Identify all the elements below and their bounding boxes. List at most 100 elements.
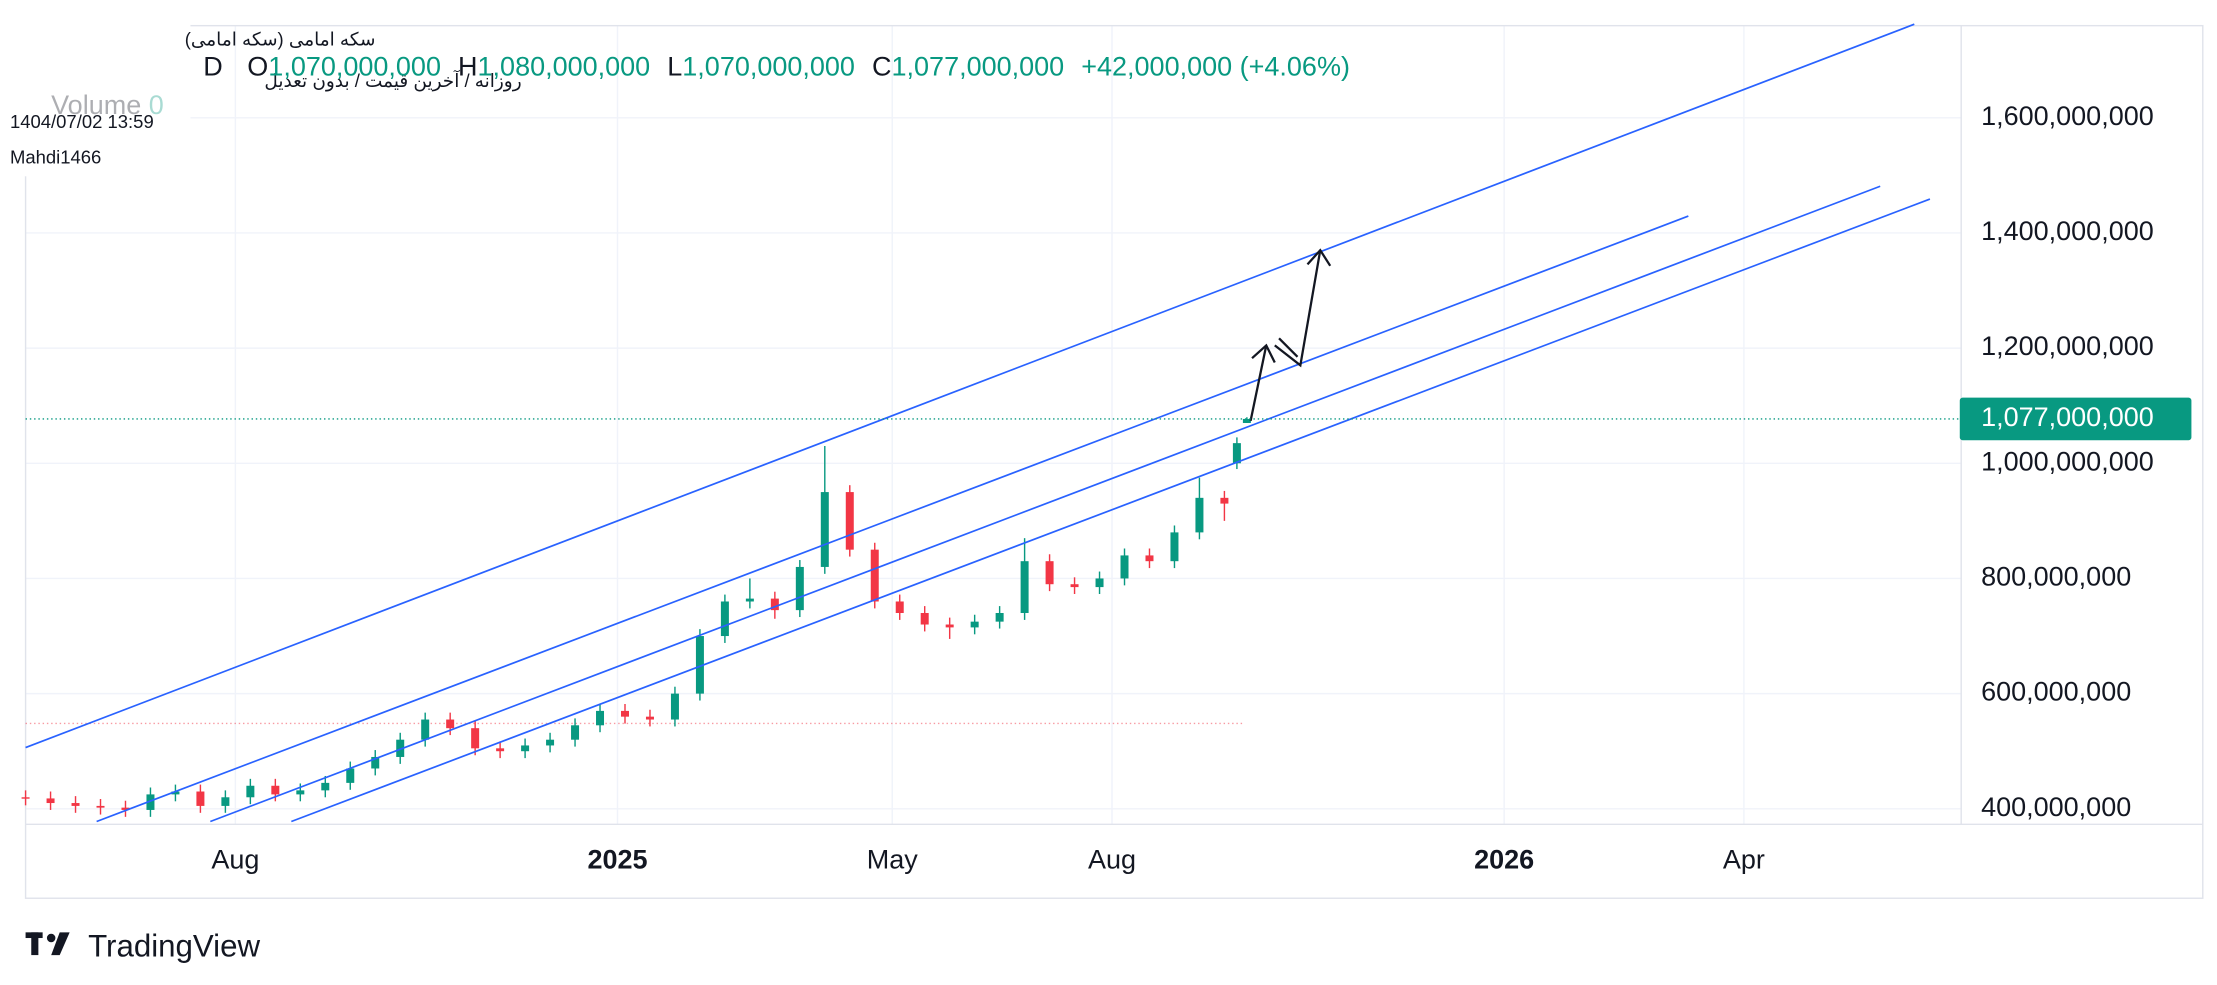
candle-body [720,601,729,637]
candle-body [196,791,205,806]
arrow-head [1251,343,1276,363]
x-tick-label: Aug [211,844,259,874]
candle-body [1145,555,1154,562]
symbol-title: سکه امامی (سکه امامی) [185,29,376,50]
candle-body [1070,584,1079,588]
projection-arrows [1249,248,1332,421]
pane-border [24,24,2204,899]
candle-body [246,785,255,798]
y-tick-label: 400,000,000 [1981,792,2131,822]
arrow [1278,337,1299,358]
candle-body [745,598,754,602]
candle-body [1220,497,1229,504]
candle-body [895,601,904,614]
brand-name: TradingView [88,929,260,964]
candle-body [121,807,130,810]
candle-body [970,621,979,628]
candle-body [920,613,929,625]
candle-body [1020,561,1029,614]
x-tick-label: 2026 [1474,844,1534,874]
candle-body [221,797,230,806]
candle-body [496,748,505,752]
volume-value: 0 [149,90,164,120]
ohlc-key: H [458,51,478,81]
arrow [1249,345,1268,421]
candle-body [795,566,804,611]
candle-body [46,798,55,804]
candle-body [945,624,954,628]
candle-body [296,790,305,795]
candle-body [670,693,679,720]
logo-part [51,932,70,956]
timestamp: 1404/07/02 13:59 [10,111,154,132]
y-tick-label: 1,000,000,000 [1981,446,2154,476]
x-tick-label: 2025 [587,844,647,874]
arrow-head [1306,248,1332,267]
ohlc-key: C [872,51,892,81]
candles [21,417,1251,817]
y-tick-label: 1,400,000,000 [1981,216,2154,246]
candle-body [171,791,180,795]
candle-body [596,710,605,726]
logo-part [31,932,39,956]
x-tick-label: Aug [1088,844,1136,874]
candle-body [820,492,829,567]
last-price-tag [1959,397,2192,441]
candle-body [695,636,704,694]
volume-label-text: Volume [51,90,141,120]
trend-line [96,215,1689,823]
ohlc-value: 1,070,000,000 [268,51,441,81]
candle-body [21,797,30,799]
arrow [1274,249,1322,368]
candle-body [96,805,105,808]
volume-label: Volume 0 [51,90,164,120]
candle-body [471,728,480,749]
candle-body [521,745,530,752]
y-tick-label: 1,200,000,000 [1981,331,2154,361]
x-tick-label: Apr [1723,844,1765,874]
candle-body [346,768,355,783]
candle-body [1120,555,1129,579]
candle-body [396,739,405,757]
candle-body [321,782,330,791]
interval: D [203,51,223,81]
candle-body [1242,418,1251,423]
y-tick-label: 800,000,000 [1981,562,2131,592]
logo-part [46,933,56,943]
candle-body [146,794,155,810]
brand-logo [25,932,70,956]
candle-body [1095,578,1104,588]
subtitle: روزانه / آخرین قیمت / بدون تعدیل [264,69,521,92]
candle-body [446,719,455,729]
candle-body [1045,561,1054,585]
ohlc-value: 1,080,000,000 [478,51,651,81]
candle-body [1170,532,1179,562]
candle-body [71,803,80,806]
candle-body [995,613,1004,622]
x-tick-label: May [867,844,919,874]
ohlc-change: +42,000,000 (+4.06%) [1081,51,1350,81]
candle-body [421,719,430,740]
ohlc-value: 1,077,000,000 [892,51,1065,81]
candle-body [571,725,580,740]
candle-body [770,598,779,611]
trend-line [25,23,1915,749]
trend-line [210,185,1881,823]
candle-body [620,710,629,717]
ohlc-legend: D O1,070,000,000 H1,080,000,000 L1,070,000… [203,51,1350,81]
y-tick-label: 600,000,000 [1981,677,2131,707]
y-tick-label: 1,600,000,000 [1981,101,2154,131]
ohlc-key: L [667,51,682,81]
price-line-layer: 1,077,000,000 [25,397,2192,441]
candle-body [1232,443,1241,464]
candle-body [1195,497,1204,533]
trend-line [291,198,1931,823]
ohlc-value: 1,070,000,000 [682,51,855,81]
ohlc-key: O [247,51,268,81]
candle-body [546,739,555,746]
grid-layer [25,25,1962,825]
trend-lines [25,23,1931,823]
candle-body [870,549,879,602]
